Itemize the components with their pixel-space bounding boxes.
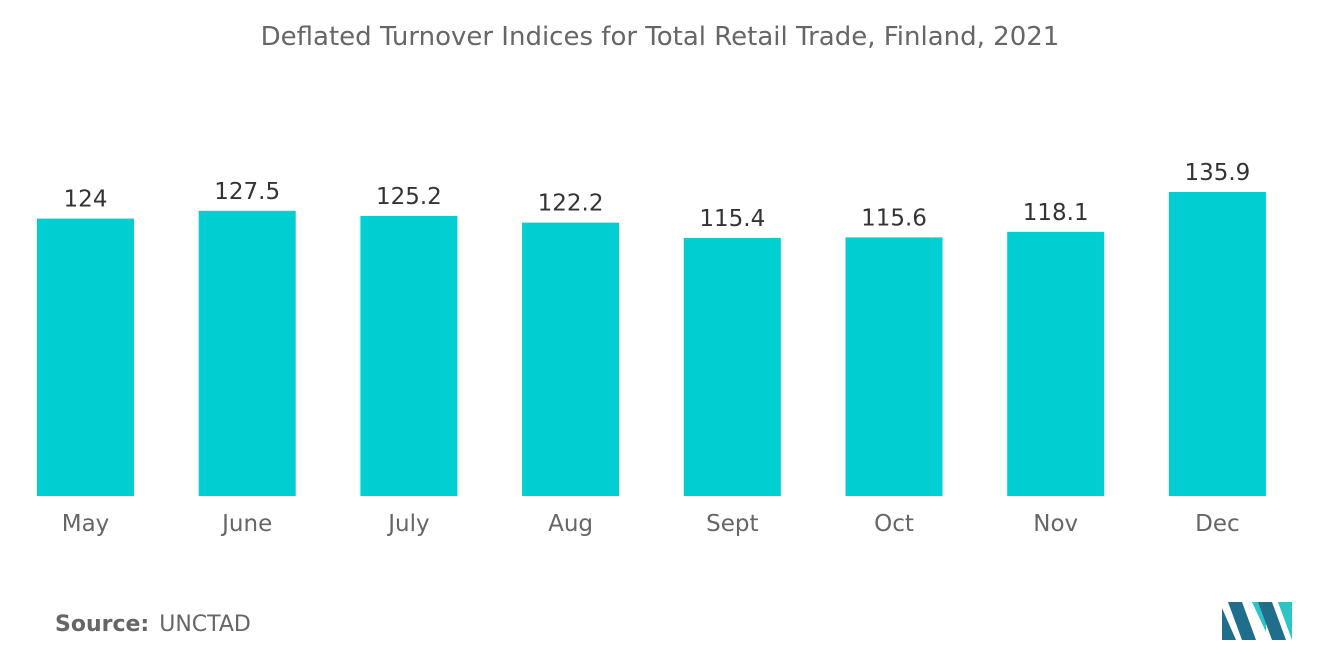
bar-dec	[1168, 192, 1266, 496]
category-label-may: May	[62, 511, 110, 537]
bar-june	[198, 210, 296, 497]
data-label-nov: 118.1	[1023, 200, 1089, 226]
source-note: Source: UNCTAD	[55, 612, 251, 637]
bar-may	[37, 218, 134, 496]
category-label-nov: Nov	[1033, 511, 1078, 537]
bar-aug	[522, 222, 620, 496]
mordor-intelligence-logo-icon	[1222, 602, 1292, 640]
category-label-july: July	[386, 511, 429, 537]
category-label-aug: Aug	[548, 511, 593, 537]
bar-sept	[683, 237, 781, 496]
data-label-aug: 122.2	[538, 191, 604, 217]
bar-nov	[1007, 231, 1105, 497]
data-label-june: 127.5	[214, 179, 280, 205]
source-label: Source:	[55, 612, 150, 637]
data-label-may: 124	[64, 187, 108, 213]
data-label-oct: 115.6	[861, 205, 927, 231]
chart-title: Deflated Turnover Indices for Total Reta…	[260, 22, 1060, 52]
category-labels-group: May June July Aug Sept Oct Nov Dec	[62, 511, 1240, 537]
category-label-dec: Dec	[1195, 511, 1240, 537]
bar-oct	[845, 237, 943, 496]
category-label-oct: Oct	[874, 511, 914, 537]
category-label-june: June	[220, 511, 272, 537]
bars-group	[37, 192, 1266, 497]
value-labels-group: 124 127.5 125.2 122.2 115.4 115.6 118.1 135.9	[64, 160, 1251, 232]
data-label-july: 125.2	[376, 184, 442, 210]
bar-july	[360, 215, 458, 496]
source-value: UNCTAD	[159, 612, 251, 637]
data-label-sept: 115.4	[699, 206, 765, 232]
data-label-dec: 135.9	[1184, 160, 1250, 186]
category-label-sept: Sept	[706, 511, 758, 537]
